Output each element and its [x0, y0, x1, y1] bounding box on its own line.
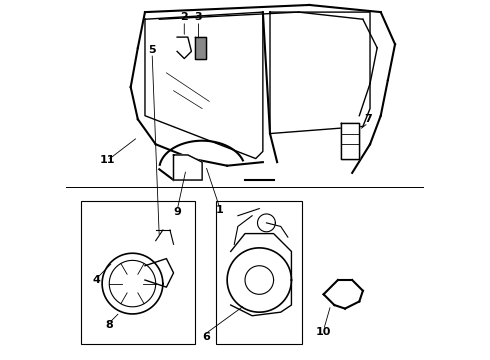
Polygon shape	[173, 155, 202, 180]
Bar	[217, 202, 302, 344]
Text: 11: 11	[100, 156, 115, 165]
Text: 5: 5	[148, 45, 156, 55]
Text: 6: 6	[202, 332, 210, 342]
Text: 8: 8	[105, 320, 113, 330]
Text: 1: 1	[216, 205, 224, 215]
Text: 9: 9	[173, 207, 181, 217]
Bar	[81, 202, 195, 344]
Text: 7: 7	[365, 114, 372, 124]
Text: 10: 10	[316, 327, 331, 337]
Polygon shape	[195, 37, 206, 59]
Text: 2: 2	[180, 13, 188, 22]
Polygon shape	[342, 123, 359, 158]
Text: 4: 4	[93, 275, 100, 285]
Text: 3: 3	[195, 13, 202, 22]
